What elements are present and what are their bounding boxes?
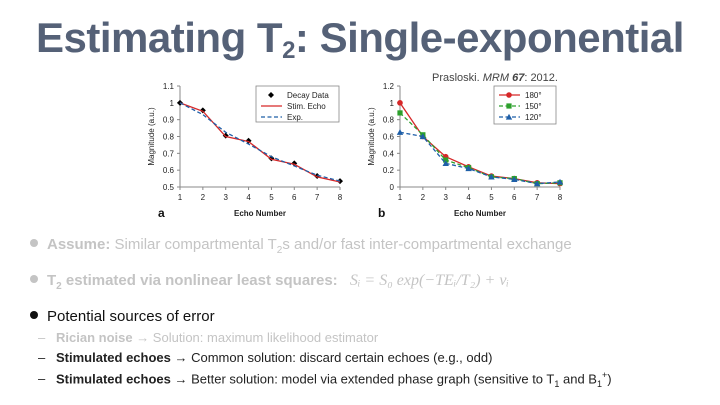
bullet-t2-estimation: T2 estimated via nonlinear least squares… — [30, 272, 509, 292]
legend-marker — [506, 92, 512, 98]
x-tick-label: 1 — [178, 193, 183, 202]
x-axis-label: Echo Number — [234, 209, 286, 218]
data-point — [465, 165, 472, 172]
data-point — [442, 160, 449, 167]
x-tick-label: 6 — [292, 193, 297, 202]
citation: Prasloski. MRM 67: 2012. — [432, 72, 558, 84]
y-tick-label: 0 — [390, 183, 395, 192]
legend-label: 120° — [525, 113, 542, 122]
y-axis-label: Magnitude (a.u.) — [147, 107, 156, 166]
y-tick-label: 1.2 — [383, 82, 395, 91]
sub-bullet-rician: – Rician noise → Solution: maximum likeli… — [38, 330, 379, 345]
legend-box — [493, 85, 557, 125]
chart-a: 0.5 0.6 0.7 0.8 0.9 1 1.1 1 2 3 4 5 6 7 8 Echo Number Ma… — [147, 82, 343, 220]
legend-label: Stim. Echo — [287, 102, 326, 111]
bullet-dot — [30, 311, 38, 319]
data-point — [397, 110, 403, 116]
legend-label: Exp. — [287, 113, 303, 122]
y-tick-label: 0.6 — [163, 166, 175, 175]
x-tick-label: 2 — [201, 193, 206, 202]
x-tick-label: 8 — [338, 193, 343, 202]
legend-marker — [505, 113, 513, 120]
y-tick-label: 0.2 — [383, 166, 395, 175]
data-point — [488, 173, 495, 180]
series-line — [399, 131, 561, 185]
slide-title: Estimating T2: Single-exponential — [36, 14, 684, 64]
series-line — [399, 102, 561, 185]
legend-label: 180° — [525, 91, 542, 100]
x-tick-label: 3 — [223, 193, 228, 202]
legend-label: Decay Data — [287, 91, 329, 100]
x-tick-label: 6 — [512, 193, 517, 202]
data-point — [199, 107, 206, 114]
sub-bullet-stim-common: – Stimulated echoes → Common solution: di… — [38, 350, 493, 365]
series-line — [179, 102, 341, 182]
x-axis-label: Echo Number — [454, 209, 506, 218]
x-tick-label: 1 — [398, 193, 403, 202]
data-point — [511, 176, 518, 183]
x-tick-label: 7 — [535, 193, 540, 202]
series-line — [399, 112, 561, 185]
legend-marker — [268, 92, 274, 98]
y-tick-label: 0.8 — [383, 116, 395, 125]
panel-label: a — [158, 206, 165, 220]
bullet-error-sources: Potential sources of error — [30, 308, 215, 325]
data-point — [397, 100, 403, 106]
bullet-dot — [30, 275, 38, 283]
x-tick-label: 2 — [421, 193, 426, 202]
sub-bullet-stim-better: – Stimulated echoes → Better solution: mo… — [38, 370, 612, 389]
x-tick-label: 7 — [315, 193, 320, 202]
x-tick-label: 8 — [558, 193, 563, 202]
x-tick-label: 4 — [246, 193, 251, 202]
data-point — [443, 157, 449, 163]
y-tick-label: 0.8 — [163, 133, 175, 142]
data-point — [396, 129, 404, 135]
panel-label: b — [378, 206, 385, 220]
y-tick-label: 1.1 — [163, 82, 175, 91]
x-tick-label: 4 — [466, 193, 471, 202]
data-point — [556, 178, 564, 185]
bullet-assume: Assume: Similar compartmental T2s and/or… — [30, 236, 572, 256]
legend-label: 150° — [525, 102, 542, 111]
data-point — [533, 180, 541, 187]
chart-b: 0 0.2 0.4 0.6 0.8 1 1.2 1 2 3 4 5 6 7 8 Echo Number Magn… — [367, 82, 564, 220]
y-tick-label: 0.5 — [163, 183, 175, 192]
y-tick-label: 1 — [390, 99, 395, 108]
legend-box — [255, 85, 340, 123]
legend-marker — [506, 103, 512, 109]
x-tick-label: 3 — [443, 193, 448, 202]
data-point — [419, 133, 427, 140]
y-tick-label: 0.4 — [383, 149, 395, 158]
nls-formula: Sᵢ = S₀ exp(−TEᵢ/T₂) + νᵢ — [349, 272, 509, 289]
y-axis-label: Magnitude (a.u.) — [367, 107, 376, 166]
data-point — [337, 178, 343, 185]
y-tick-label: 1 — [170, 99, 175, 108]
y-tick-label: 0.9 — [163, 116, 175, 125]
x-tick-label: 5 — [489, 193, 494, 202]
y-tick-label: 0.6 — [383, 133, 395, 142]
x-tick-label: 5 — [269, 193, 274, 202]
bullet-dot — [30, 239, 38, 247]
y-tick-label: 0.7 — [163, 149, 175, 158]
data-point — [268, 155, 275, 162]
